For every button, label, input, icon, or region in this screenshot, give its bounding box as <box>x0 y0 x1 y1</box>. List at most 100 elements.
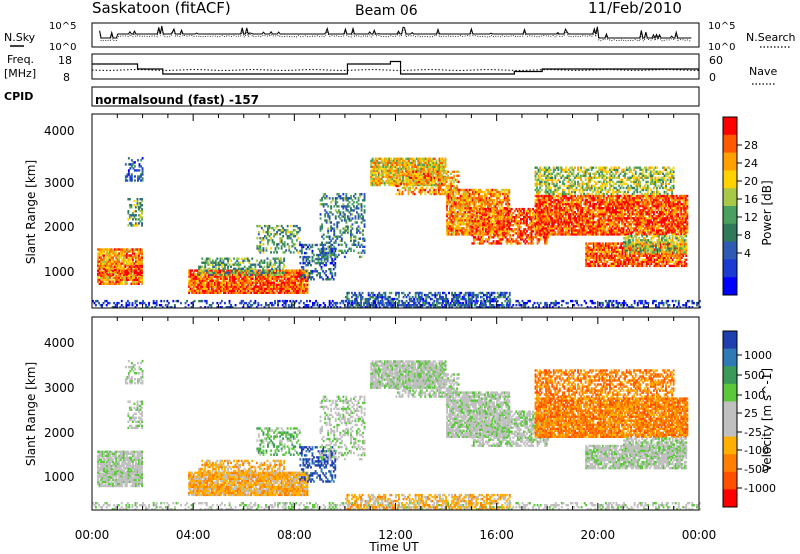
power-cell <box>465 231 468 234</box>
power-cell <box>139 264 142 267</box>
power-cell <box>229 285 231 288</box>
power-cell <box>432 169 435 173</box>
power-cell <box>552 202 555 206</box>
power-cell <box>438 190 440 194</box>
power-cell <box>503 192 506 196</box>
power-cell <box>115 264 118 267</box>
power-cell <box>404 176 407 179</box>
power-cell <box>227 261 229 264</box>
power-cell <box>127 163 130 166</box>
power-cell <box>236 263 239 266</box>
power-cell <box>551 211 554 214</box>
power-cell <box>238 275 241 278</box>
power-cell <box>334 199 337 202</box>
power-cell <box>391 177 394 181</box>
power-cell <box>267 224 269 228</box>
power-cell <box>285 233 288 236</box>
power-cell <box>232 279 234 282</box>
power-cell <box>536 225 538 228</box>
power-cell <box>342 197 345 200</box>
power-cell <box>263 271 266 274</box>
power-cell <box>244 275 247 278</box>
power-cell <box>100 274 102 277</box>
power-cell <box>470 233 473 236</box>
power-cell <box>521 207 524 211</box>
power-cell <box>442 188 445 192</box>
power-cell <box>241 291 244 294</box>
power-cell <box>394 181 397 185</box>
power-cell <box>516 232 519 235</box>
power-cell <box>280 229 283 232</box>
power-cell <box>228 263 231 266</box>
power-cell <box>204 283 207 286</box>
power-cell <box>493 223 495 226</box>
power-cell <box>455 196 458 200</box>
power-cell <box>280 291 283 294</box>
power-cell <box>257 285 260 288</box>
power-cell <box>346 203 349 206</box>
power-cell <box>221 283 224 286</box>
power-cell <box>558 223 561 226</box>
power-cell <box>328 219 331 222</box>
power-cell <box>529 218 531 221</box>
power-cell <box>412 163 415 166</box>
power-cell <box>437 173 439 177</box>
power-cell <box>542 231 545 234</box>
power-cell <box>319 274 321 277</box>
power-cell <box>224 275 227 278</box>
power-cell <box>222 263 225 266</box>
power-cell <box>325 195 328 198</box>
power-cell <box>456 184 459 188</box>
power-cell <box>121 250 124 253</box>
power-cell <box>214 267 217 270</box>
power-cell <box>490 188 492 192</box>
power-cell <box>413 176 416 179</box>
power-cell <box>450 225 453 228</box>
power-cell <box>227 279 230 282</box>
power-cell <box>526 230 528 233</box>
power-cell <box>302 266 305 269</box>
power-cell <box>485 194 488 198</box>
power-cell <box>534 198 537 202</box>
power-cell <box>271 287 274 290</box>
power-cell <box>537 217 540 220</box>
power-cell <box>270 251 272 254</box>
power-cell <box>383 165 386 168</box>
power-cell <box>362 215 364 218</box>
power-cell <box>216 279 219 282</box>
power-cell <box>530 224 533 227</box>
power-cell <box>447 211 450 214</box>
power-cell <box>500 200 503 204</box>
power-cell <box>132 214 134 217</box>
power-cell <box>445 180 448 184</box>
power-cell <box>271 226 274 230</box>
power-cell <box>189 283 192 286</box>
power-cell <box>376 159 379 162</box>
power-cell <box>443 181 445 185</box>
power-cell <box>442 192 445 196</box>
power-cell <box>488 220 490 223</box>
power-cell <box>435 167 438 171</box>
power-cell <box>519 220 522 223</box>
power-cell <box>456 178 459 182</box>
power-cell <box>402 157 404 160</box>
power-cell <box>561 204 564 208</box>
power-cell <box>250 279 253 282</box>
power-cell <box>348 211 351 214</box>
power-cell <box>491 242 493 245</box>
power-cell <box>493 231 495 234</box>
power-cell <box>386 163 389 166</box>
power-cell <box>204 269 207 272</box>
power-cell <box>379 183 382 187</box>
power-cell <box>412 182 415 186</box>
power-cell <box>504 236 507 239</box>
power-cell <box>486 228 489 231</box>
power-cell <box>510 220 513 223</box>
power-cell <box>555 233 558 236</box>
power-cell <box>192 271 195 274</box>
power-cell <box>415 157 418 160</box>
power-cell <box>516 215 519 219</box>
power-cell <box>336 201 339 204</box>
power-cell <box>450 219 453 222</box>
power-cell <box>141 254 143 257</box>
